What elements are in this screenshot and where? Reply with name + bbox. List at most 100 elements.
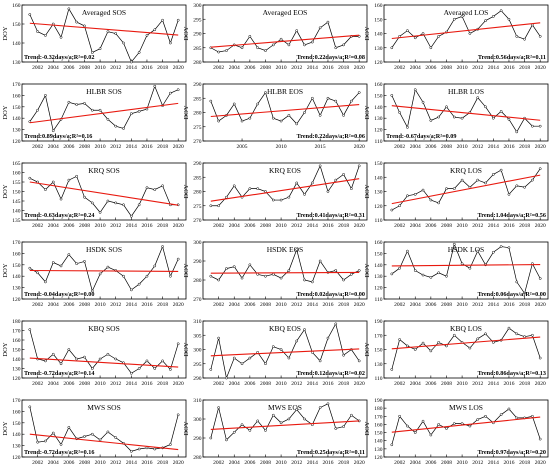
y-tick-label: 290: [193, 436, 202, 442]
data-point: [59, 264, 63, 268]
data-point: [303, 328, 306, 331]
panel-title: HSDK SOS: [86, 245, 122, 254]
x-tick-label: 2016: [503, 144, 514, 150]
x-tick-label: 2018: [519, 381, 530, 387]
data-point: [161, 18, 164, 22]
x-tick-label: 2020: [173, 381, 184, 387]
data-point: [499, 168, 503, 172]
y-tick-label: 140: [374, 175, 383, 181]
data-point: [357, 269, 361, 272]
data-point: [491, 15, 495, 18]
data-point: [515, 416, 519, 420]
trend-line: [29, 102, 179, 124]
x-tick-label: 2008: [260, 460, 271, 466]
x-tick-label: 2008: [260, 302, 271, 308]
y-axis-label: DOY: [364, 342, 371, 356]
x-tick-label: 2014: [307, 302, 318, 308]
data-point: [318, 406, 322, 409]
data-point: [248, 356, 252, 360]
data-point: [225, 195, 228, 199]
data-point: [51, 261, 55, 264]
y-tick-label: 160: [374, 240, 383, 246]
data-point: [413, 88, 417, 92]
x-tick-label: 2004: [48, 223, 59, 229]
data-point: [137, 203, 141, 207]
data-series-line: [210, 248, 360, 283]
y-axis-label: DOY: [2, 105, 9, 119]
x-tick-label: 2012: [110, 302, 121, 308]
data-point: [507, 407, 511, 411]
data-point: [437, 35, 441, 38]
plot-frame: [383, 83, 549, 142]
data-point: [295, 339, 299, 343]
data-point: [75, 103, 79, 106]
data-point: [452, 333, 456, 337]
data-point: [279, 37, 283, 41]
data-series-line: [29, 7, 179, 63]
trend-line: [210, 271, 360, 274]
y-axis-label: DOY: [2, 26, 9, 40]
x-tick-label: 2012: [291, 223, 302, 229]
trend-line: [391, 416, 541, 433]
data-point: [406, 249, 409, 253]
x-tick-label: 2008: [79, 65, 90, 71]
data-point: [98, 357, 102, 361]
y-tick-label: 130: [12, 367, 21, 373]
y-tick-label: 145: [12, 199, 21, 205]
data-point: [106, 352, 110, 356]
y-tick-label: 170: [374, 333, 383, 339]
y-tick-label: 290: [193, 82, 202, 88]
data-point: [445, 105, 448, 109]
data-point: [90, 289, 94, 293]
y-axis-label: DOY: [2, 263, 9, 277]
trend-label: Trend:0.97days/a;R²=0.20: [478, 449, 546, 456]
data-point: [98, 211, 102, 214]
data-point: [287, 417, 291, 421]
y-tick-label: 290: [193, 376, 202, 382]
x-tick-label: 2020: [535, 302, 546, 308]
data-point: [256, 272, 260, 276]
y-tick-label: 300: [193, 3, 202, 9]
data-point: [342, 173, 345, 176]
y-axis-label: DOY: [183, 184, 190, 198]
data-point: [209, 368, 213, 371]
data-point: [145, 274, 149, 278]
data-point: [334, 46, 338, 50]
data-point: [51, 180, 55, 184]
data-point: [515, 35, 519, 38]
y-tick-label: 150: [12, 190, 21, 196]
data-point: [507, 326, 511, 330]
data-point: [225, 438, 228, 442]
y-tick-label: 140: [374, 263, 383, 269]
data-point: [421, 32, 425, 35]
data-point: [406, 424, 409, 428]
data-point: [137, 367, 141, 370]
data-point: [523, 185, 526, 189]
x-tick-label: 2010: [95, 460, 106, 466]
x-tick-label: 2010: [95, 223, 106, 229]
x-tick-label: 2016: [503, 381, 514, 387]
data-point: [271, 345, 275, 348]
data-point: [44, 34, 47, 37]
y-axis-label: DOY: [183, 342, 190, 356]
data-point: [538, 277, 542, 280]
y-tick-label: 310: [193, 319, 202, 325]
x-tick-label: 2018: [338, 302, 349, 308]
trend-line: [210, 348, 360, 357]
x-tick-label: 2004: [410, 381, 421, 387]
data-point: [287, 43, 291, 47]
data-point: [460, 116, 464, 120]
data-point: [491, 116, 495, 120]
data-point: [122, 203, 125, 207]
data-series-line: [391, 243, 541, 295]
data-point: [106, 199, 110, 203]
data-point: [468, 346, 472, 350]
data-series-line: [210, 91, 360, 125]
data-point: [484, 181, 487, 185]
x-tick-label: 2008: [79, 144, 90, 150]
data-point: [90, 432, 94, 436]
y-tick-label: 160: [12, 3, 21, 9]
data-point: [28, 328, 32, 331]
y-tick-label: 110: [374, 218, 382, 224]
x-tick-label: 2006: [244, 460, 255, 466]
